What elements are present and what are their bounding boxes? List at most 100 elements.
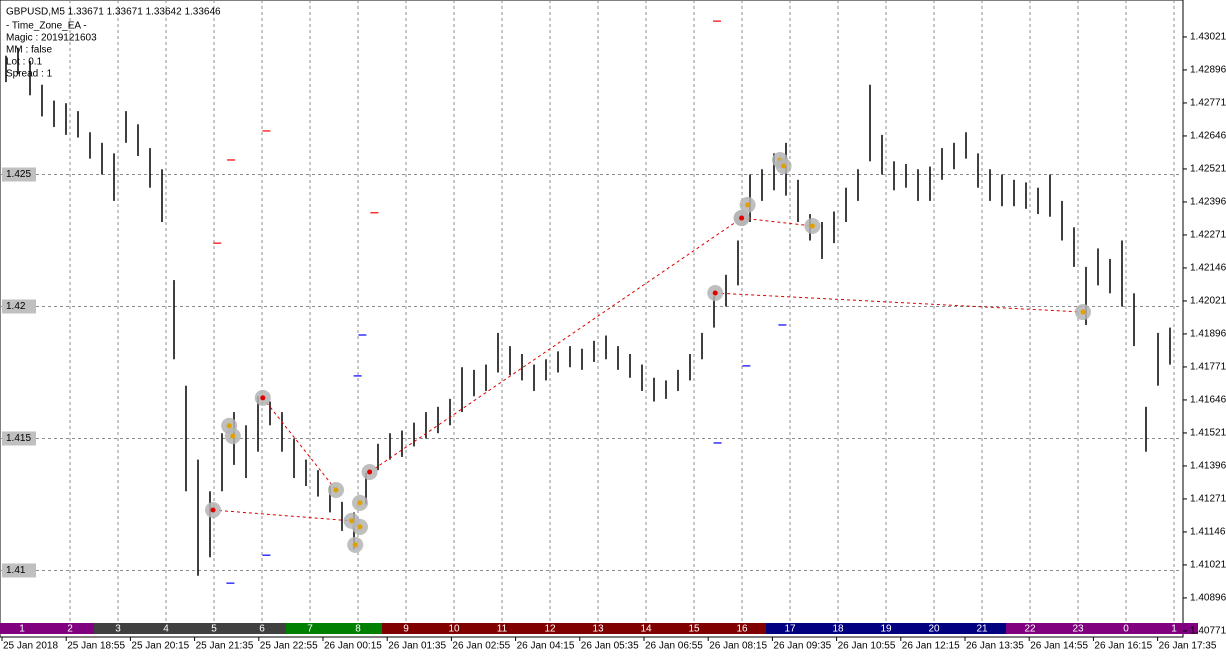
trade-open-dot xyxy=(712,290,718,296)
trade-close-dot xyxy=(1080,309,1086,315)
y-tick-label: 1.41396 xyxy=(1190,461,1226,472)
x-tick-label: 25 Jan 18:55 xyxy=(67,641,125,652)
hour-cell xyxy=(334,623,382,634)
level-label: 1.415 xyxy=(6,433,31,444)
trade-open-dot xyxy=(739,215,745,221)
marker-dot xyxy=(357,524,363,530)
hour-cell xyxy=(142,623,190,634)
marks xyxy=(5,20,1171,584)
hour-cell xyxy=(574,623,622,634)
hour-cell xyxy=(1054,623,1102,634)
info-line: MM : false xyxy=(6,45,53,56)
y-tick-label: 1.40896 xyxy=(1190,593,1226,604)
hour-cell xyxy=(526,623,574,634)
x-tick-label: 26 Jan 05:35 xyxy=(581,641,639,652)
marker-dot xyxy=(226,423,232,429)
hour-label: 1 xyxy=(19,624,25,635)
y-tick-label: 1.42521 xyxy=(1190,164,1226,175)
hour-label: 8 xyxy=(355,624,361,635)
trade-line xyxy=(212,509,352,522)
x-tick-label: 26 Jan 00:15 xyxy=(324,641,382,652)
x-tick-label: 26 Jan 04:15 xyxy=(517,641,575,652)
x-tick-label: 26 Jan 02:55 xyxy=(452,641,510,652)
hour-label: 16 xyxy=(736,624,748,635)
trade-close-dot xyxy=(349,518,355,524)
y-tick-label: 1.41521 xyxy=(1190,428,1226,439)
hour-label: 0 xyxy=(1123,624,1129,635)
info-line: Lot : 0.1 xyxy=(6,57,43,68)
hour-cell xyxy=(958,623,1006,634)
hour-cell xyxy=(766,623,814,634)
y-tick-label: 1.42271 xyxy=(1190,230,1226,241)
hour-label: 11 xyxy=(497,624,508,635)
trade-open-dot xyxy=(367,469,373,475)
hour-cell xyxy=(430,623,478,634)
grid xyxy=(0,0,1198,634)
hour-cell xyxy=(910,623,958,634)
level-label: 1.42 xyxy=(6,301,26,312)
hour-label: 1 xyxy=(1171,624,1177,635)
y-tick-label: 1.42396 xyxy=(1190,197,1226,208)
hour-label: 5 xyxy=(211,624,217,635)
hour-label: 15 xyxy=(688,624,700,635)
y-tick-label: 1.42646 xyxy=(1190,131,1226,142)
hour-label: 22 xyxy=(1024,624,1036,635)
y-tick-label: 1.41771 xyxy=(1190,362,1226,373)
x-tick-label: 26 Jan 16:15 xyxy=(1094,641,1152,652)
trade-close-dot xyxy=(333,487,339,493)
hour-label: 20 xyxy=(928,624,940,635)
hour-cell xyxy=(286,623,334,634)
marker-dot xyxy=(352,542,358,548)
hour-label: 17 xyxy=(784,624,796,635)
marker-dot xyxy=(357,500,363,506)
hour-label: 23 xyxy=(1072,624,1084,635)
x-tick-label: 25 Jan 20:15 xyxy=(131,641,189,652)
hour-label: 19 xyxy=(880,624,892,635)
level-label-box xyxy=(2,431,36,446)
hour-cell xyxy=(670,623,718,634)
y-tick-label: 1.40771 xyxy=(1190,626,1226,637)
hour-label: 10 xyxy=(448,624,460,635)
x-tick-label: 25 Jan 22:55 xyxy=(260,641,318,652)
trade-open-dot xyxy=(260,395,266,401)
hour-cell xyxy=(622,623,670,634)
x-tick-label: 25 Jan 21:35 xyxy=(196,641,254,652)
level-label-box xyxy=(2,563,36,578)
y-tick-label: 1.41271 xyxy=(1190,494,1226,505)
hour-cell xyxy=(1006,623,1054,634)
hour-cell xyxy=(1150,623,1198,634)
hour-label: 21 xyxy=(976,624,988,635)
y-tick-label: 1.41646 xyxy=(1190,395,1226,406)
level-label: 1.41 xyxy=(6,565,26,576)
y-tick-label: 1.42021 xyxy=(1190,296,1226,307)
x-tick-label: 26 Jan 08:15 xyxy=(709,641,767,652)
hour-cell xyxy=(814,623,862,634)
chart-title: GBPUSD,M5 1.33671 1.33671 1.33642 1.3364… xyxy=(6,7,221,18)
marker-dot xyxy=(745,202,751,208)
hour-label: 13 xyxy=(592,624,604,635)
level-label-box xyxy=(2,299,36,314)
hour-cell xyxy=(94,623,142,634)
hour-cell xyxy=(1102,623,1150,634)
x-tick-label: 26 Jan 12:15 xyxy=(902,641,960,652)
x-tick-label: 26 Jan 10:55 xyxy=(838,641,896,652)
y-tick-label: 1.41896 xyxy=(1190,329,1226,340)
y-tick-label: 1.42896 xyxy=(1190,65,1226,76)
hour-label: 3 xyxy=(115,624,121,635)
y-tick-label: 1.42146 xyxy=(1190,263,1226,274)
y-tick-label: 1.41021 xyxy=(1190,560,1226,571)
hour-label: 7 xyxy=(307,624,313,635)
trade-open-dot xyxy=(210,507,216,513)
y-tick-label: 1.42771 xyxy=(1190,98,1226,109)
x-tick-label: 25 Jan 2018 xyxy=(3,641,58,652)
hour-cell xyxy=(0,623,46,634)
x-tick-label: 26 Jan 14:55 xyxy=(1030,641,1088,652)
hour-label: 6 xyxy=(259,624,265,635)
hour-cell xyxy=(382,623,430,634)
hour-label: 14 xyxy=(640,624,652,635)
info-line: - Time_Zone_EA - xyxy=(6,21,87,32)
x-tick-label: 26 Jan 17:35 xyxy=(1159,641,1217,652)
marker-dot xyxy=(781,163,787,169)
x-tick-label: 26 Jan 09:35 xyxy=(773,641,831,652)
trade-line xyxy=(715,292,1084,313)
